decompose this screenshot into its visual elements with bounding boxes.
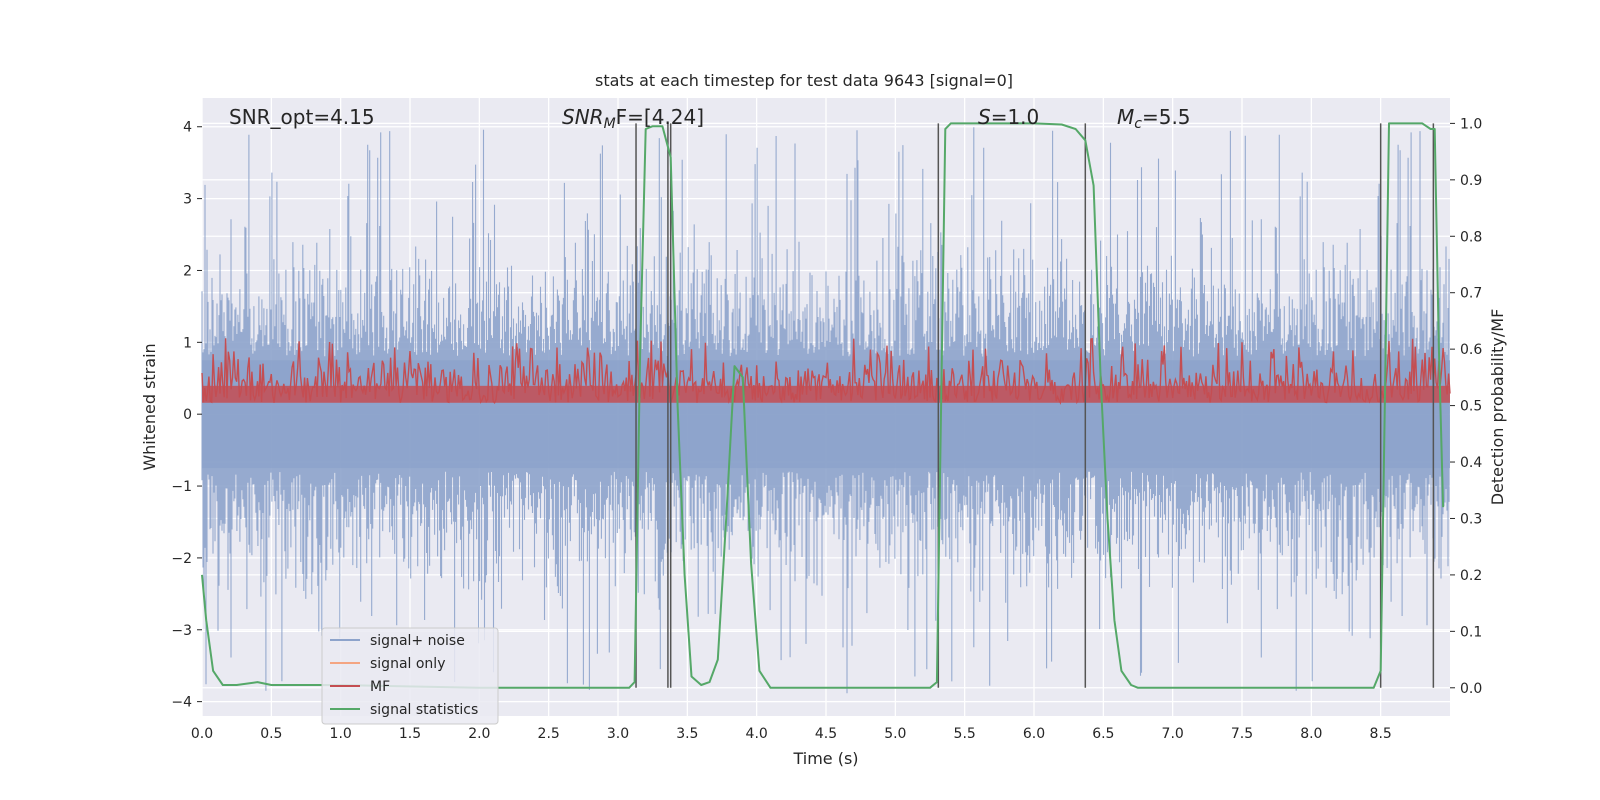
- y2-tick-label: 0.6: [1460, 342, 1482, 358]
- annotation-mc: Mc=5.5: [1117, 105, 1191, 132]
- y-tick-label: −4: [171, 695, 192, 711]
- y-axis: 4 3 2 1 0 −1 −2 −3 −4: [171, 120, 202, 711]
- y-tick-label: −3: [171, 623, 192, 639]
- legend-item-signal-noise: signal+ noise: [330, 633, 465, 649]
- x-tick-label: 4.5: [815, 726, 837, 742]
- legend-item-signal-only: signal only: [330, 656, 445, 672]
- y2-tick-label: 0.9: [1460, 173, 1482, 189]
- legend-label-mf: MF: [370, 679, 390, 695]
- legend-item-mf: MF: [330, 679, 390, 695]
- y2-axis-title: Detection probability/MF: [1488, 309, 1507, 506]
- plot-area: [201, 98, 1451, 716]
- legend-box: [321, 627, 499, 725]
- annotation-snr-mf-sub: M: [604, 116, 616, 132]
- y-axis-title: Whitened strain: [140, 343, 159, 470]
- x-tick-label: 4.0: [746, 726, 768, 742]
- signal-statistics-series: [201, 122, 1445, 689]
- legend-label-signal-noise: signal+ noise: [370, 633, 465, 649]
- y2-tick-label: 1.0: [1460, 116, 1482, 132]
- annotation-s-rest: =1.0: [991, 105, 1040, 129]
- x-tick-label: 1.0: [330, 726, 352, 742]
- x-tick-label: 3.0: [607, 726, 629, 742]
- x-tick-label: 8.0: [1300, 726, 1322, 742]
- signal-statistics-line: [201, 122, 1445, 689]
- x-tick-label: 0.5: [260, 726, 282, 742]
- x-tick-label: 1.5: [399, 726, 421, 742]
- y-tick-label: 2: [183, 263, 192, 279]
- x-tick-label: 5.5: [954, 726, 976, 742]
- mf-line: [201, 337, 1451, 405]
- x-tick-label: 0.0: [191, 726, 213, 742]
- y-tick-label: 1: [183, 335, 192, 351]
- legend: signal+ noise signal only MF signal stat…: [321, 627, 499, 725]
- x-tick-label: 2.5: [538, 726, 560, 742]
- y2-tick-label: 0.0: [1460, 681, 1482, 697]
- x-tick-label: 7.0: [1162, 726, 1184, 742]
- annotation-snr-mf-base: SNR: [562, 105, 604, 129]
- x-tick-label: 2.0: [468, 726, 490, 742]
- x-tick-label: 8.5: [1370, 726, 1392, 742]
- mf-core: [202, 385, 1450, 403]
- legend-item-signal-statistics: signal statistics: [330, 702, 478, 718]
- mf-series: [201, 337, 1451, 405]
- annotation-mc-sub: c: [1134, 116, 1142, 132]
- y2-tick-label: 0.5: [1460, 399, 1482, 415]
- x-tick-label: 6.0: [1023, 726, 1045, 742]
- y-tick-label: −2: [171, 551, 192, 567]
- annotation-mc-rest: =5.5: [1142, 105, 1191, 129]
- legend-label-signal-statistics: signal statistics: [370, 702, 478, 718]
- x-tick-label: 7.5: [1231, 726, 1253, 742]
- y-tick-label: −1: [171, 479, 192, 495]
- x-tick-label: 5.0: [884, 726, 906, 742]
- legend-label-signal-only: signal only: [370, 656, 445, 672]
- annotation-s: S=1.0: [978, 105, 1039, 129]
- x-axis-title: Time (s): [792, 749, 858, 768]
- y-tick-label: 3: [183, 192, 192, 208]
- y2-tick-label: 0.7: [1460, 286, 1482, 302]
- y2-tick-label: 0.8: [1460, 229, 1482, 245]
- y-tick-label: 4: [183, 120, 192, 136]
- annotation-snr-opt: SNR_opt=4.15: [229, 105, 375, 129]
- annotation-snr-mf: SNRMF=[4.24]: [562, 105, 704, 132]
- x-tick-label: 6.5: [1092, 726, 1114, 742]
- annotation-mc-base: M: [1117, 105, 1134, 129]
- y-tick-label: 0: [183, 407, 192, 423]
- x-axis: 0.0 0.5 1.0 1.5 2.0 2.5 3.0 3.5 4.0 4.5 5.0 5.5 6.0 6…: [191, 726, 1392, 742]
- chart-title: stats at each timestep for test data 964…: [595, 71, 1013, 90]
- annotation-snr-mf-rest: F=[4.24]: [616, 105, 704, 129]
- annotation-s-base: S: [978, 105, 991, 129]
- y2-tick-label: 0.3: [1460, 511, 1482, 527]
- y2-axis: 1.0 0.9 0.8 0.7 0.6 0.5 0.4 0.3 0.2 0.1 0.0: [1450, 116, 1482, 697]
- y2-tick-label: 0.4: [1460, 455, 1482, 471]
- y2-tick-label: 0.1: [1460, 624, 1482, 640]
- y2-tick-label: 0.2: [1460, 568, 1482, 584]
- x-tick-label: 3.5: [676, 726, 698, 742]
